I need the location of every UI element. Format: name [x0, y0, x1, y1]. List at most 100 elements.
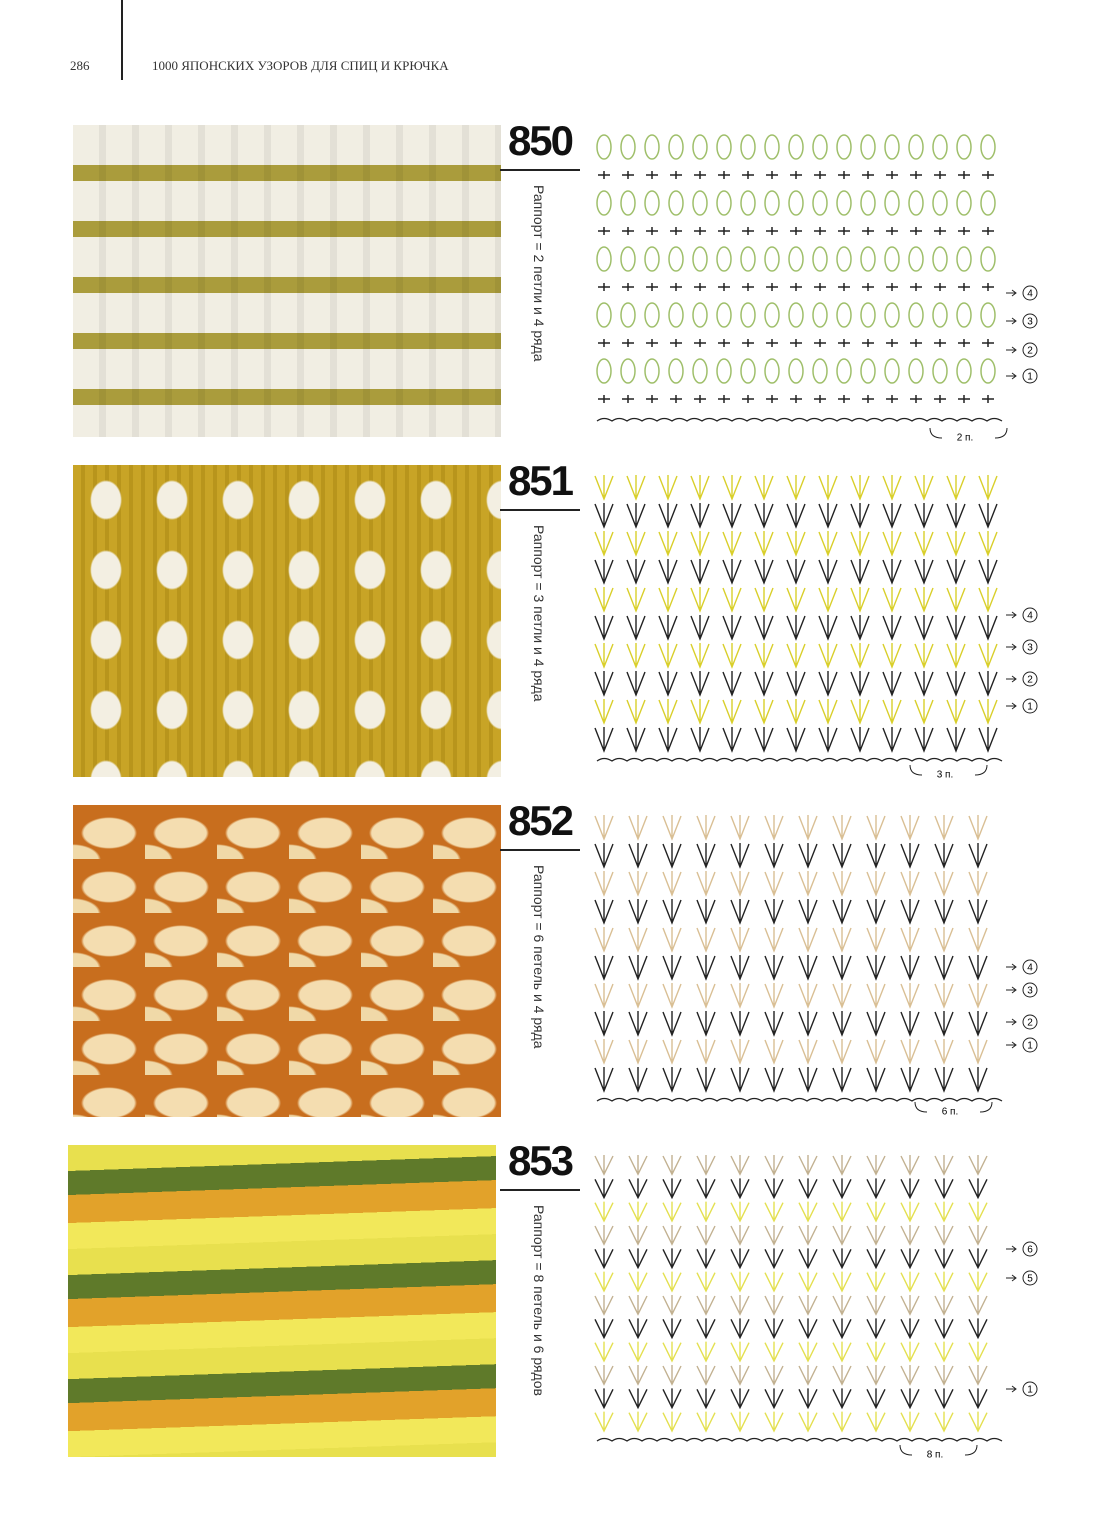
row-marker	[1022, 342, 1038, 358]
row-number: 1	[1027, 1041, 1033, 1052]
stitch	[716, 302, 732, 328]
stitch	[866, 1295, 886, 1316]
stitch	[798, 1388, 818, 1410]
row-arrow	[1006, 1018, 1017, 1026]
stitch	[598, 227, 610, 235]
stitch	[690, 587, 710, 613]
stitch	[730, 871, 750, 897]
stitch-diagram: 8 п. 6 5 1	[594, 1155, 1038, 1461]
stitch	[934, 815, 954, 841]
stitch	[968, 1411, 988, 1433]
stitch	[722, 587, 742, 613]
stitch	[670, 227, 682, 235]
stitch	[914, 475, 934, 501]
stitch	[982, 395, 994, 403]
stitch	[866, 1011, 886, 1037]
stitch	[662, 1341, 682, 1363]
stitch	[978, 615, 998, 641]
stitch	[662, 927, 682, 953]
stitch	[862, 283, 874, 291]
stitch	[696, 1411, 716, 1433]
stitch	[818, 503, 838, 529]
stitch	[730, 899, 750, 925]
stitch	[850, 615, 870, 641]
stitch	[742, 339, 754, 347]
stitch	[628, 1155, 648, 1176]
stitch	[832, 1039, 852, 1065]
stitch	[764, 1011, 784, 1037]
stitch	[812, 246, 828, 272]
stitch	[628, 1271, 648, 1293]
stitch	[722, 475, 742, 501]
stitch	[946, 531, 966, 557]
stitch	[730, 815, 750, 841]
stitch	[692, 134, 708, 160]
stitch	[982, 283, 994, 291]
stitch	[968, 1225, 988, 1246]
stitch	[696, 815, 716, 841]
stitch	[900, 843, 920, 869]
stitch	[812, 190, 828, 216]
stitch	[690, 475, 710, 501]
stitch	[818, 587, 838, 613]
stitch	[980, 246, 996, 272]
stitch	[980, 134, 996, 160]
stitch	[790, 171, 802, 179]
stitch	[722, 727, 742, 753]
stitch	[620, 134, 636, 160]
stitch	[626, 615, 646, 641]
stitch	[668, 246, 684, 272]
stitch	[594, 699, 614, 725]
stitch	[658, 615, 678, 641]
stitch	[838, 339, 850, 347]
stitch	[968, 1067, 988, 1093]
stitch	[838, 283, 850, 291]
stitch	[696, 1067, 716, 1093]
stitch	[832, 871, 852, 897]
stitch	[764, 1155, 784, 1176]
stitch-diagram: 6 п. 4 3 2 1	[594, 815, 1038, 1118]
stitch	[754, 615, 774, 641]
stitch	[866, 1225, 886, 1246]
stitch	[798, 1318, 818, 1340]
stitch	[886, 227, 898, 235]
stitch	[818, 699, 838, 725]
row-arrow	[1006, 317, 1017, 325]
stitch	[900, 1039, 920, 1065]
stitch	[838, 395, 850, 403]
stitch	[718, 171, 730, 179]
stitch	[626, 643, 646, 669]
stitch	[832, 1155, 852, 1176]
stitch	[932, 302, 948, 328]
stitch	[832, 1295, 852, 1316]
stitch	[722, 615, 742, 641]
stitch	[798, 1365, 818, 1386]
stitch	[798, 1225, 818, 1246]
stitch	[860, 190, 876, 216]
stitch	[866, 1201, 886, 1223]
stitch	[754, 587, 774, 613]
stitch	[622, 395, 634, 403]
stitch	[730, 927, 750, 953]
row-marker	[1022, 982, 1038, 998]
stitch	[832, 983, 852, 1009]
chain-base	[596, 1437, 1003, 1442]
stitch	[754, 559, 774, 585]
stitch	[968, 927, 988, 953]
stitch	[740, 134, 756, 160]
row-marker	[1022, 313, 1038, 329]
stitch	[832, 815, 852, 841]
stitch	[798, 1271, 818, 1293]
stitch	[662, 955, 682, 981]
stitch	[694, 227, 706, 235]
stitch	[722, 643, 742, 669]
stitch	[658, 671, 678, 697]
stitch	[786, 587, 806, 613]
row-number: 4	[1027, 611, 1033, 622]
stitch	[696, 1039, 716, 1065]
book-title: 1000 ЯПОНСКИХ УЗОРОВ ДЛЯ СПИЦ И КРЮЧКА	[152, 58, 449, 73]
stitch	[730, 1365, 750, 1386]
stitch	[908, 358, 924, 384]
stitch	[798, 1341, 818, 1363]
stitch	[594, 983, 614, 1009]
